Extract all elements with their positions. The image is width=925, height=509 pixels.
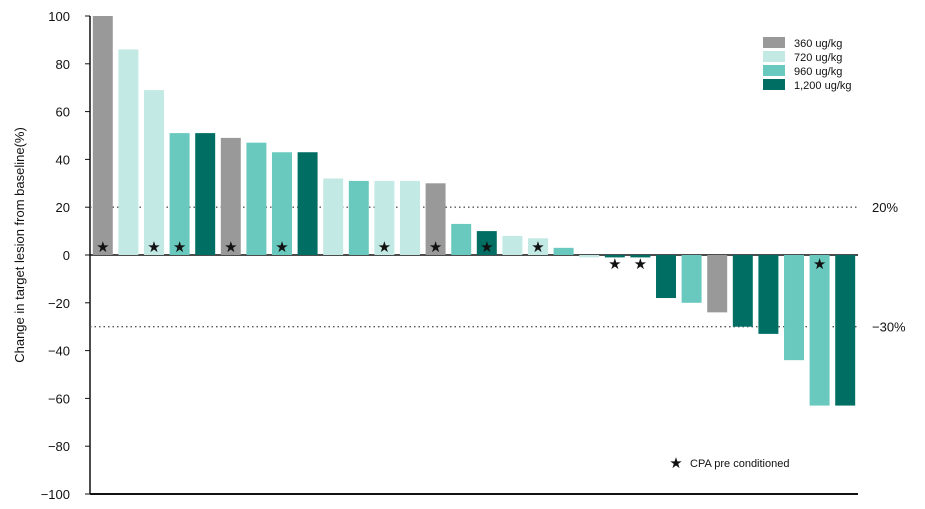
legend-swatch — [763, 51, 785, 62]
bar — [144, 90, 164, 255]
y-tick-label: −40 — [48, 344, 70, 359]
bar — [528, 238, 548, 255]
bar — [400, 180, 420, 255]
bar — [195, 133, 216, 255]
bar — [502, 235, 523, 255]
y-tick-label: −80 — [48, 439, 70, 454]
bar — [246, 142, 267, 255]
reference-line-label: −30% — [872, 320, 906, 335]
y-tick-label: 100 — [48, 9, 70, 24]
cpa-star-marker: ★ — [634, 256, 647, 273]
cpa-star-marker: ★ — [429, 239, 442, 256]
y-tick-label: −20 — [48, 296, 70, 311]
y-tick-label: −100 — [41, 487, 70, 502]
annotation-text: CPA pre conditioned — [690, 458, 789, 470]
bar — [92, 16, 113, 255]
bars — [92, 16, 856, 406]
y-tick-label: 40 — [56, 152, 70, 167]
cpa-markers: ★ ★ ★ ★ ★ ★ ★ ★ ★ ★ ★ ★ — [96, 239, 826, 273]
bar — [374, 180, 395, 255]
bar — [476, 231, 497, 255]
cpa-star-marker: ★ — [480, 239, 493, 256]
cpa-star-marker: ★ — [96, 239, 109, 256]
y-axis: 100 80 60 40 20 0 −20 −40 −60 −80 −100 — [41, 9, 858, 502]
bar — [451, 223, 472, 255]
cpa-star-marker: ★ — [608, 256, 621, 273]
cpa-star-marker: ★ — [531, 239, 544, 256]
bar — [732, 255, 753, 327]
y-tick-label: 0 — [63, 248, 70, 263]
legend-label: 360 ug/kg — [794, 38, 842, 50]
bar — [784, 255, 804, 361]
legend-label: 720 ug/kg — [794, 52, 842, 64]
legend-label: 960 ug/kg — [794, 66, 842, 78]
y-tick-label: 80 — [56, 57, 70, 72]
y-axis-label: Change in target lesion from baseline(%) — [12, 127, 27, 363]
bar — [297, 152, 318, 255]
cpa-star-marker: ★ — [147, 239, 160, 256]
bar — [758, 255, 779, 334]
cpa-star-marker: ★ — [173, 239, 186, 256]
bar — [835, 255, 856, 406]
bar — [809, 255, 830, 406]
bar — [604, 255, 625, 258]
cpa-star-marker: ★ — [378, 239, 391, 256]
legend-swatch — [763, 65, 785, 76]
bar — [323, 178, 344, 255]
cpa-star-marker: ★ — [224, 239, 237, 256]
bar — [707, 255, 728, 313]
y-tick-label: 60 — [56, 105, 70, 120]
bar — [169, 133, 190, 255]
legend-swatch — [763, 79, 785, 90]
cpa-star-marker: ★ — [813, 256, 826, 273]
bar — [656, 255, 676, 299]
bar — [220, 137, 241, 255]
legend-label: 1,200 ug/kg — [794, 80, 852, 92]
reference-line-label: 20% — [872, 200, 898, 215]
bar — [681, 255, 702, 303]
bar — [118, 49, 139, 256]
legend: 360 ug/kg 720 ug/kg 960 ug/kg 1,200 ug/kg — [763, 37, 852, 92]
bar — [348, 180, 369, 255]
reference-lines: 20% −30% — [90, 200, 906, 335]
cpa-star-marker: ★ — [275, 239, 288, 256]
bar — [272, 152, 292, 255]
y-tick-label: 20 — [56, 200, 70, 215]
annotation-star-icon: ★ — [669, 455, 682, 472]
bar — [425, 183, 446, 255]
y-tick-label: −60 — [48, 391, 70, 406]
bar — [630, 255, 651, 258]
bar — [553, 247, 574, 255]
legend-swatch — [763, 37, 785, 48]
annotation: ★ CPA pre conditioned — [669, 455, 789, 472]
bar — [579, 255, 600, 258]
